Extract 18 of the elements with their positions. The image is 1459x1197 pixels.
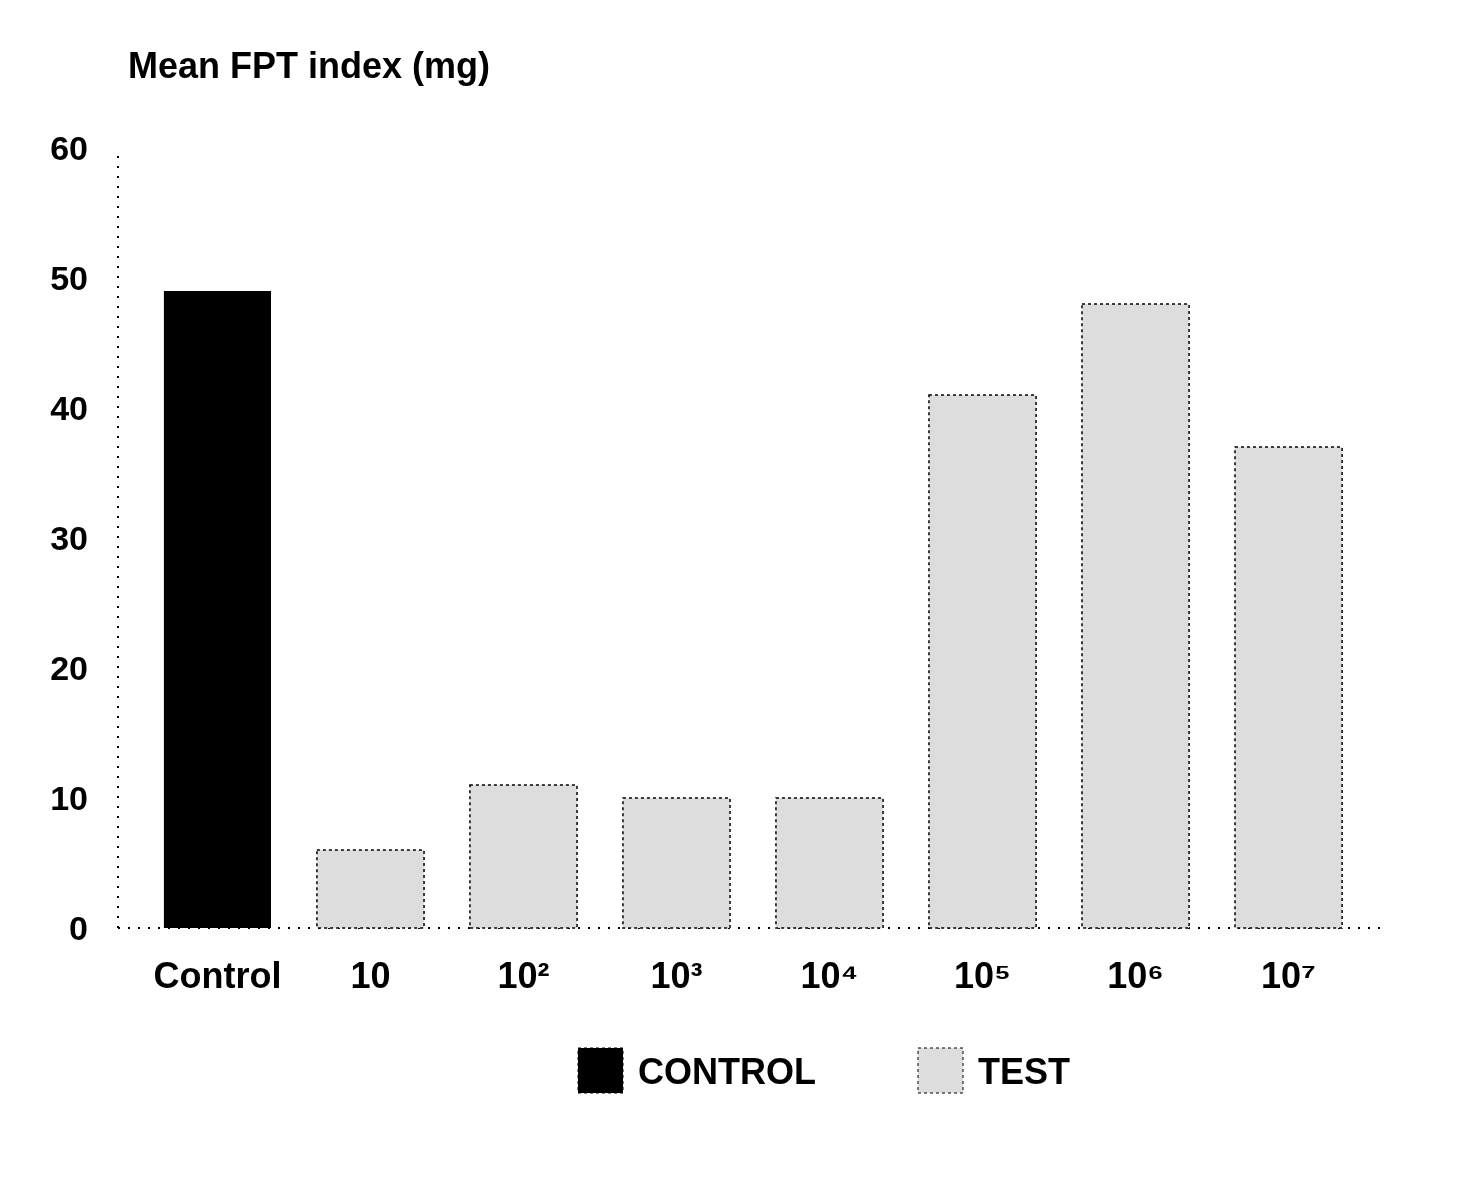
- x-tick-label: 10²: [497, 955, 550, 996]
- y-axis-title: Mean FPT index (mg): [128, 45, 491, 86]
- y-tick-label: 0: [69, 908, 88, 947]
- x-tick-label: 10: [350, 955, 391, 996]
- y-tick-label: 50: [50, 258, 88, 297]
- legend-label: CONTROL: [638, 1051, 816, 1092]
- legend-label: TEST: [978, 1051, 1071, 1092]
- y-tick-label: 40: [50, 388, 88, 427]
- x-tick-label: 10⁶: [1107, 955, 1164, 996]
- x-tick-label: 10⁵: [954, 955, 1011, 996]
- x-tick-label: 10⁷: [1261, 955, 1316, 996]
- x-tick-label: Control: [153, 955, 282, 996]
- y-tick-label: 60: [50, 128, 88, 167]
- y-tick-label: 30: [50, 518, 88, 557]
- x-tick-label: 10³: [650, 955, 703, 996]
- y-tick-label: 10: [50, 778, 88, 817]
- y-tick-label: 20: [50, 648, 88, 687]
- x-tick-label: 10⁴: [800, 955, 859, 996]
